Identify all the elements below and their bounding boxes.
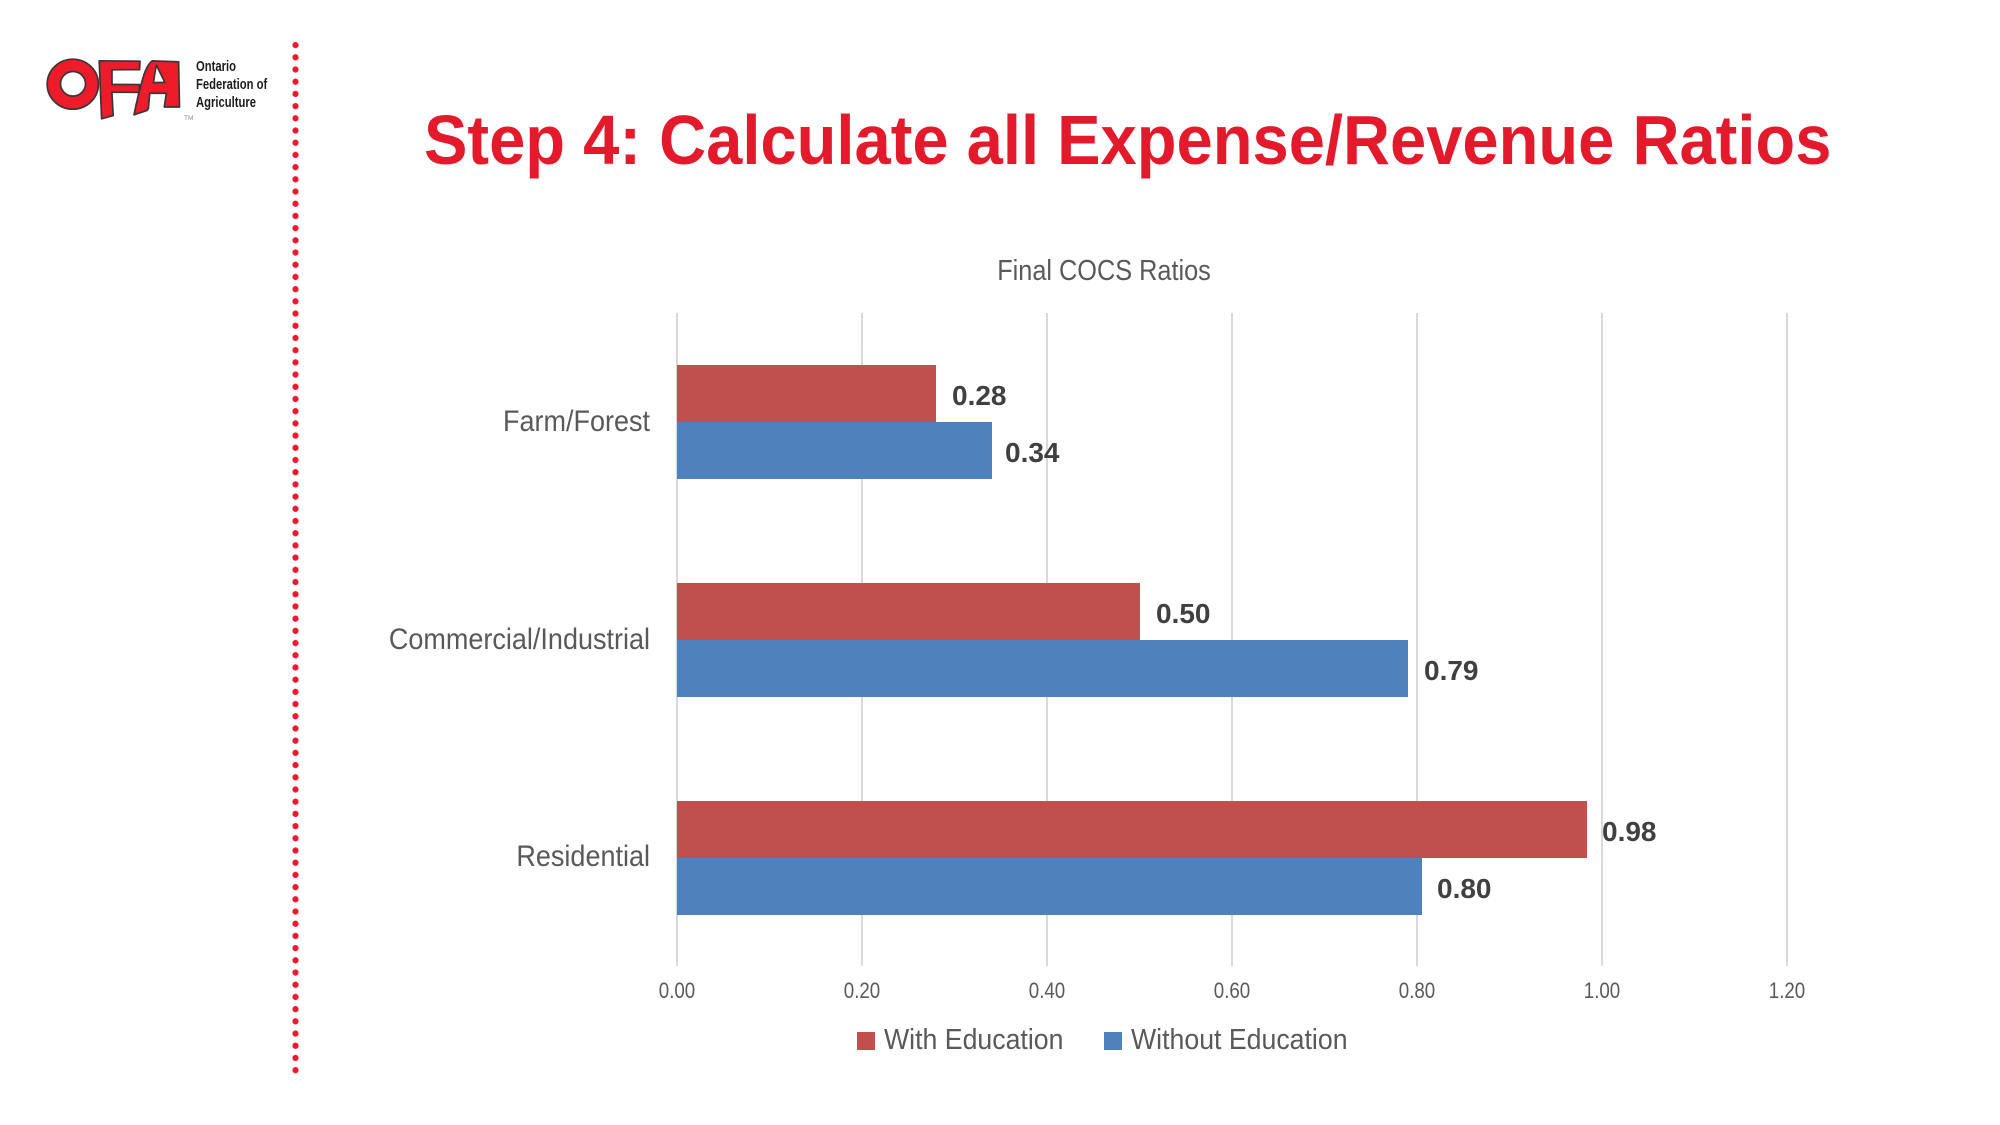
svg-text:TM: TM [184,115,193,122]
